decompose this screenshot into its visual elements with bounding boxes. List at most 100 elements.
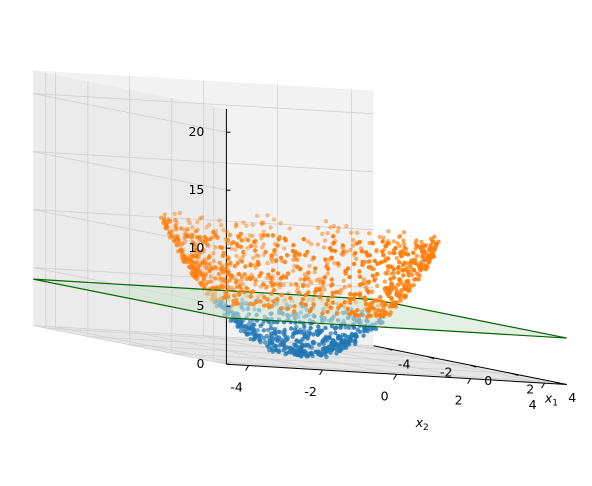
point-above: [401, 241, 407, 247]
point-below: [289, 326, 294, 331]
point-above: [213, 265, 218, 270]
point-above: [322, 238, 328, 243]
point-above: [381, 252, 386, 258]
point-above: [305, 239, 311, 244]
point-below: [247, 331, 252, 336]
point-above: [341, 249, 346, 255]
point-above: [322, 287, 327, 292]
point-above: [227, 232, 233, 237]
point-above: [300, 283, 306, 289]
point-below: [352, 332, 358, 337]
point-above: [211, 250, 216, 256]
point-above: [239, 238, 244, 243]
point-above: [367, 231, 372, 236]
point-above: [342, 300, 347, 305]
point-above: [335, 261, 341, 266]
point-below: [308, 325, 313, 331]
point-above: [432, 234, 437, 239]
x1-tick-label: 2: [526, 382, 534, 397]
point-above: [266, 272, 271, 277]
point-above: [251, 255, 256, 261]
point-below: [316, 324, 321, 329]
point-above: [433, 242, 438, 247]
point-below: [346, 334, 351, 340]
point-above: [271, 288, 277, 293]
point-above: [401, 238, 406, 243]
point-below: [276, 329, 281, 334]
point-above: [321, 245, 327, 250]
point-above: [333, 290, 339, 295]
point-above: [347, 283, 352, 288]
point-below: [336, 335, 341, 341]
point-above: [313, 266, 318, 271]
point-below: [317, 342, 322, 347]
point-above: [175, 236, 180, 241]
point-above: [272, 248, 277, 253]
point-above: [217, 260, 222, 266]
point-above: [182, 257, 188, 262]
point-above: [320, 311, 325, 316]
point-below: [252, 322, 257, 327]
point-above: [302, 277, 307, 282]
point-above: [259, 245, 265, 250]
point-above: [234, 241, 240, 247]
point-above: [383, 301, 388, 307]
point-below: [344, 339, 350, 345]
point-above: [397, 243, 402, 249]
point-above: [400, 249, 405, 254]
point-above: [224, 288, 230, 294]
point-above: [354, 313, 360, 318]
point-below: [315, 332, 320, 337]
point-above: [261, 282, 266, 287]
point-below: [234, 319, 239, 325]
point-above: [222, 294, 228, 300]
point-below: [268, 331, 274, 336]
point-above: [430, 239, 435, 244]
point-above: [237, 284, 242, 289]
point-above: [265, 261, 270, 266]
point-above: [204, 225, 209, 230]
point-above: [209, 266, 215, 271]
point-above: [428, 253, 434, 258]
point-above: [271, 299, 276, 304]
point-above: [422, 258, 427, 263]
point-above: [381, 313, 386, 318]
point-above: [182, 235, 188, 240]
point-above: [306, 270, 311, 275]
point-above: [225, 237, 231, 243]
point-above: [242, 272, 247, 277]
point-above: [348, 296, 353, 301]
point-below: [262, 335, 267, 341]
point-above: [301, 236, 306, 242]
point-below: [337, 346, 342, 352]
point-above: [177, 210, 182, 216]
point-above: [317, 294, 323, 299]
point-above: [161, 216, 167, 221]
point-above: [282, 259, 288, 265]
point-above: [395, 265, 401, 271]
point-above: [329, 248, 334, 253]
point-above: [217, 218, 222, 223]
point-above: [201, 276, 207, 282]
point-above: [412, 277, 417, 282]
grid-line: [33, 93, 374, 115]
point-below: [258, 323, 263, 328]
point-above: [312, 270, 317, 275]
point-above: [291, 243, 296, 248]
point-above: [229, 274, 234, 279]
point-above: [398, 298, 403, 303]
point-below: [311, 332, 316, 337]
point-above: [340, 243, 346, 248]
point-below: [294, 338, 299, 343]
point-above: [288, 282, 294, 287]
point-below: [290, 334, 295, 339]
x1-axis-label: x1: [544, 391, 558, 409]
point-above: [242, 290, 247, 295]
point-above: [271, 217, 277, 222]
point-above: [378, 295, 383, 300]
point-above: [305, 283, 310, 288]
point-above: [383, 243, 389, 249]
point-above: [329, 283, 334, 288]
point-above: [273, 282, 278, 287]
